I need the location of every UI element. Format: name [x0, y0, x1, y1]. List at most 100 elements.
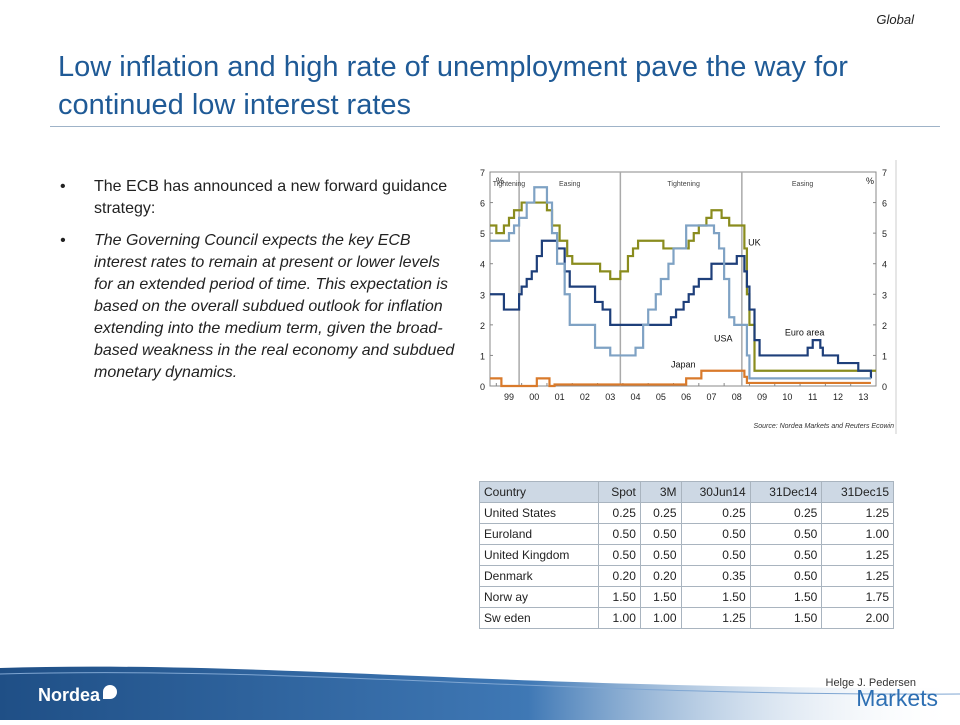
table-row: Sw eden 1.00 1.00 1.25 1.50 2.00 [479, 607, 894, 629]
y-tick-right: 6 [882, 199, 887, 209]
title-divider [50, 126, 940, 127]
section-tag: Global [876, 12, 914, 27]
x-tick-label: 01 [555, 392, 565, 402]
column-header: 31Dec14 [749, 481, 823, 503]
y-tick-left: 5 [480, 229, 485, 239]
table-cell: 1.50 [749, 586, 823, 608]
x-tick-label: 03 [605, 392, 615, 402]
chart-svg: 0 01 12 23 34 45 56 67 7% %99 00 01 02 03 04 05 06 07 08 09… [480, 160, 897, 434]
x-tick-label: 02 [580, 392, 590, 402]
table-cell: 0.50 [680, 544, 751, 566]
y-tick-left: 1 [480, 351, 485, 361]
table-cell: United Kingdom [479, 544, 599, 566]
y-tick-right: 1 [882, 351, 887, 361]
table-cell: United States [479, 502, 599, 524]
y-tick-right: 2 [882, 321, 887, 331]
y-unit-right: % [866, 176, 874, 186]
table-cell: 0.50 [680, 523, 751, 545]
series-line [490, 201, 876, 372]
y-tick-left: 4 [480, 260, 485, 270]
footer-wave [0, 666, 960, 720]
table-cell: Denmark [479, 565, 599, 587]
table-cell: 0.50 [749, 565, 823, 587]
table-cell: 0.20 [597, 565, 641, 587]
table-cell: 0.25 [680, 502, 751, 524]
x-tick-label: 09 [757, 392, 767, 402]
series-label: Euro area [785, 328, 825, 338]
table-header-row: Country Spot 3M 30Jun14 31Dec14 31Dec15 [479, 481, 894, 503]
brand-name: Nordea [38, 685, 101, 705]
table-cell: 1.25 [821, 544, 894, 566]
bullet-list: The ECB has announced a new forward guid… [58, 176, 462, 394]
y-tick-right: 0 [882, 382, 887, 392]
table-cell: 1.50 [749, 607, 823, 629]
y-unit-left: % [496, 176, 504, 186]
slide-title: Low inflation and high rate of unemploym… [58, 51, 848, 121]
y-tick-right: 7 [882, 168, 887, 178]
table-cell: 0.25 [749, 502, 823, 524]
table-cell: 1.50 [680, 586, 751, 608]
bullet-item: The ECB has announced a new forward guid… [58, 176, 462, 220]
table-row: United Kingdom 0.50 0.50 0.50 0.50 1.25 [479, 544, 894, 566]
table-cell: 0.25 [597, 502, 641, 524]
table-cell: 1.00 [639, 607, 682, 629]
plot-frame [489, 171, 877, 387]
phase-label: Easing [559, 181, 581, 188]
y-tick-left: 6 [480, 199, 485, 209]
series-line [490, 239, 873, 379]
series-line [490, 369, 871, 388]
table-cell: 1.75 [821, 586, 894, 608]
author-name: Helge J. Pedersen [825, 677, 917, 689]
table-cell: 1.50 [597, 586, 641, 608]
table-row: United States 0.25 0.25 0.25 0.25 1.25 [479, 502, 894, 524]
phase-label: Tightening [667, 181, 700, 188]
table-row: Norw ay 1.50 1.50 1.50 1.50 1.75 [479, 586, 894, 608]
phase-label: Easing [792, 181, 814, 188]
table-cell: 0.35 [680, 565, 751, 587]
table-row: Euroland 0.50 0.50 0.50 0.50 1.00 [479, 523, 894, 545]
phase-label: Tightening [493, 181, 526, 188]
rate-forecast-table: Country Spot 3M 30Jun14 31Dec14 31Dec15 … [479, 481, 894, 629]
table-cell: 1.25 [821, 565, 894, 587]
x-tick-label: 00 [529, 392, 539, 402]
x-tick-label: 10 [782, 392, 792, 402]
footer-band: Nordea Helge J. Pedersen Markets [0, 660, 960, 720]
series-label: UK [748, 237, 761, 247]
y-tick-right: 3 [882, 290, 887, 300]
markets-wordmark: Markets [856, 685, 938, 711]
column-header: 31Dec15 [821, 481, 894, 503]
x-tick-label: 05 [656, 392, 666, 402]
series-label: USA [714, 334, 733, 344]
table-cell: 0.50 [749, 523, 823, 545]
table-cell: 1.25 [680, 607, 751, 629]
table-cell: 0.50 [639, 544, 682, 566]
table-cell: 0.25 [639, 502, 682, 524]
table-cell: 1.50 [639, 586, 682, 608]
table-cell: 0.50 [597, 544, 641, 566]
table-cell: 0.50 [597, 523, 641, 545]
table-cell: 1.00 [821, 523, 894, 545]
table-cell: 2.00 [821, 607, 894, 629]
column-header: 3M [639, 481, 682, 503]
table-cell: 0.50 [639, 523, 682, 545]
table-cell: 0.20 [639, 565, 682, 587]
table-cell: Euroland [479, 523, 599, 545]
table-row: Denmark 0.20 0.20 0.35 0.50 1.25 [479, 565, 894, 587]
nordea-logo: Nordea [38, 685, 118, 706]
chart-source: Source: Nordea Markets and Reuters Ecowi… [754, 423, 895, 430]
x-tick-label: 06 [681, 392, 691, 402]
series-line [490, 186, 871, 380]
table-cell: Sw eden [479, 607, 599, 629]
y-tick-left: 7 [480, 168, 485, 178]
x-tick-label: 07 [706, 392, 716, 402]
column-header: 30Jun14 [680, 481, 751, 503]
sail-icon [103, 685, 118, 699]
table-cell: 0.50 [749, 544, 823, 566]
column-header: Country [479, 481, 599, 503]
x-tick-label: 13 [858, 392, 868, 402]
y-tick-right: 4 [882, 260, 887, 270]
series-label: Japan [671, 360, 696, 370]
table-cell: 1.25 [821, 502, 894, 524]
bullet-item: The Governing Council expects the key EC… [58, 230, 462, 384]
table-cell: Norw ay [479, 586, 599, 608]
